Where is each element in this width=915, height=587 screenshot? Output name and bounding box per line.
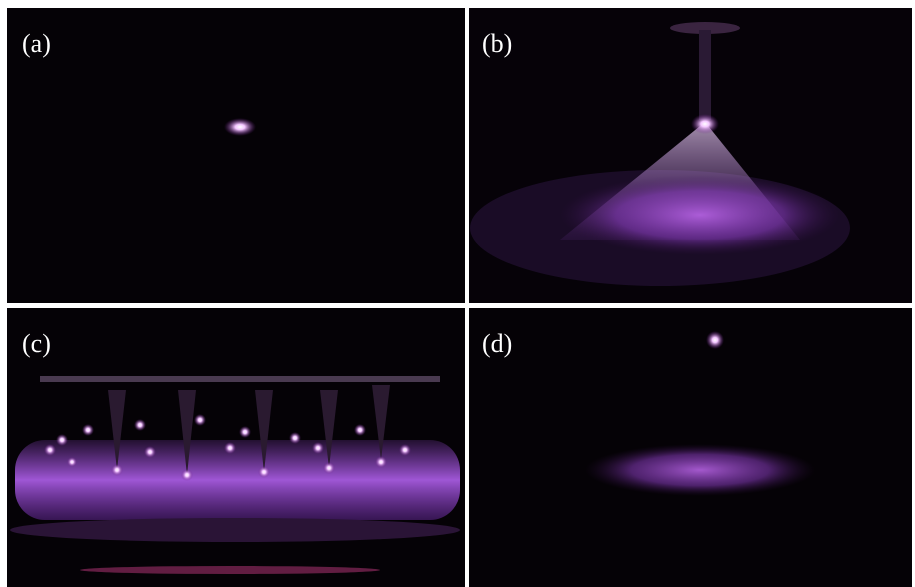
figure: (a) (b) (c): [0, 0, 915, 587]
plasma-disk: [585, 444, 815, 496]
panel-label: (c): [22, 329, 51, 358]
nozzle: [699, 30, 711, 120]
panel-d: (d): [469, 308, 912, 587]
panel-b: (b): [469, 8, 912, 303]
holder: [40, 376, 440, 382]
panel-label: (b): [482, 29, 512, 58]
plate-edge: [10, 518, 460, 542]
panel-bg: [7, 8, 465, 303]
panel-c: (c): [7, 308, 465, 587]
glow: [706, 331, 724, 349]
plasma-haze: [560, 175, 840, 255]
glow: [691, 114, 719, 134]
panel-label: (d): [482, 329, 512, 358]
glow: [224, 118, 256, 136]
plate-glow: [80, 566, 380, 574]
panel-a: (a): [7, 8, 465, 303]
plasma-band: [15, 440, 460, 520]
panel-label: (a): [22, 29, 51, 58]
